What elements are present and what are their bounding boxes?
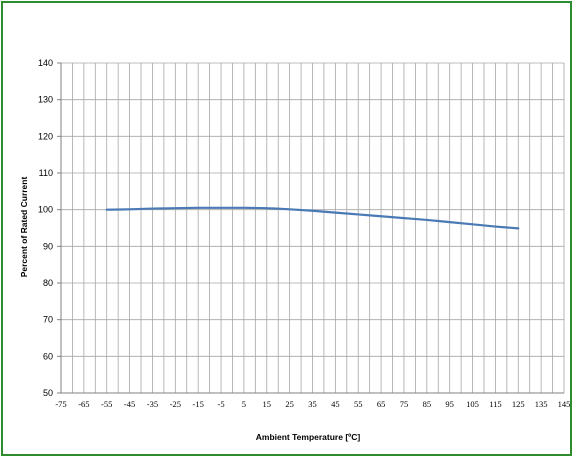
y-tick-label: 90 [43,241,53,251]
x-tick-label: 15 [263,399,272,409]
x-tick-label: 25 [285,399,294,409]
x-tick-label: 45 [331,399,340,409]
x-tick-labels: -75 -65 -55 -45 -35 -25 -15 -5 5 15 25 35 45 55 65 75 85… [55,399,570,409]
x-tick-label: -65 [78,399,89,409]
y-tick-labels: 140 130 120 110 100 90 80 70 60 50 [38,58,53,398]
y-tick-label: 100 [38,205,53,215]
x-tick-label: -45 [124,399,135,409]
x-tick-label: 85 [423,399,432,409]
x-tick-label: -15 [193,399,204,409]
grid-lines [57,62,565,394]
x-tick-label: 105 [466,399,479,409]
x-tick-label: 65 [377,399,386,409]
x-tick-label: 135 [535,399,548,409]
x-tick-label: 55 [354,399,363,409]
y-axis-title: Percent of Rated Current [19,177,29,278]
x-tick-label: 125 [512,399,525,409]
x-tick-label: -55 [101,399,112,409]
y-tick-label: 140 [38,58,53,68]
x-tick-label: -25 [170,399,181,409]
series-layer [105,206,520,230]
series-line [105,206,520,230]
y-tick-label: 70 [43,315,53,325]
x-tick-label: 35 [308,399,317,409]
x-tick-label: 145 [558,399,571,409]
y-tick-label: 110 [39,168,53,178]
x-axis-title: Ambient Temperature [ºC] [256,432,361,442]
y-tick-label: 80 [43,278,53,288]
y-tick-label: 130 [38,95,53,105]
x-tick-label: 115 [489,399,501,409]
x-tick-label: 95 [445,399,454,409]
y-tick-label: 50 [43,388,53,398]
x-tick-label: 5 [242,399,246,409]
y-tick-label: 120 [38,131,53,141]
x-tick-label: 75 [400,399,409,409]
x-tick-label: -35 [147,399,158,409]
x-tick-label: -5 [217,399,224,409]
x-tick-label: -75 [55,399,66,409]
y-tick-label: 60 [43,351,53,361]
